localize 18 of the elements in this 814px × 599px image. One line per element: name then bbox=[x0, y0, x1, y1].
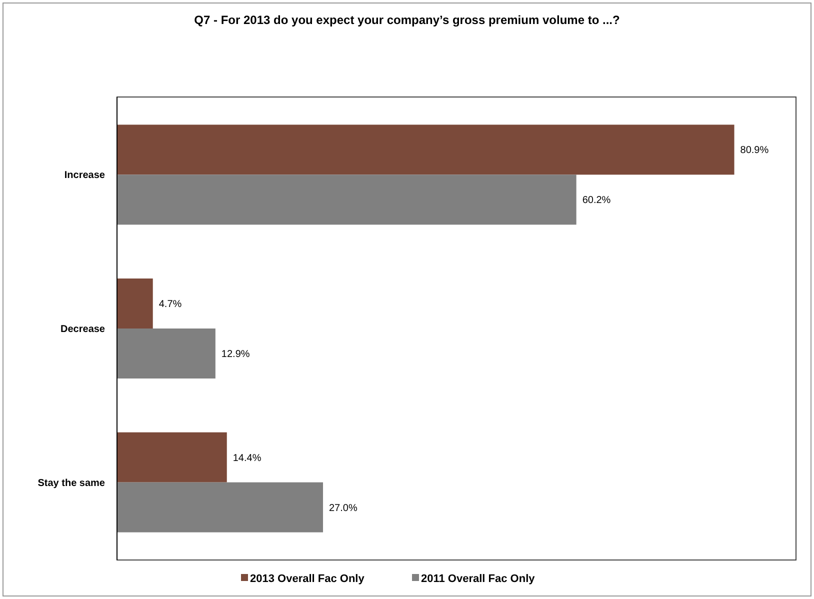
y-tick-label: Decrease bbox=[60, 324, 106, 335]
chart-title: Q7 - For 2013 do you expect your company’s gross premium volume to ...? bbox=[194, 13, 620, 27]
bar bbox=[117, 328, 216, 378]
bar bbox=[117, 482, 324, 532]
data-label: 4.7% bbox=[158, 299, 182, 310]
legend-label: 2011 Overall Fac Only bbox=[421, 572, 536, 585]
data-label: 14.4% bbox=[232, 452, 262, 464]
bar bbox=[117, 432, 227, 482]
data-label: 12.9% bbox=[221, 348, 250, 360]
data-label: 27.0% bbox=[329, 502, 358, 514]
y-tick-label: Increase bbox=[64, 170, 106, 182]
data-label: 60.2% bbox=[582, 195, 611, 206]
bar bbox=[117, 278, 153, 328]
legend-label: 2013 Overall Fac Only bbox=[250, 572, 366, 585]
y-tick-label: Stay the same bbox=[38, 478, 106, 489]
data-label: 80.9% bbox=[740, 145, 769, 156]
bar bbox=[117, 174, 576, 225]
bar bbox=[117, 124, 734, 175]
